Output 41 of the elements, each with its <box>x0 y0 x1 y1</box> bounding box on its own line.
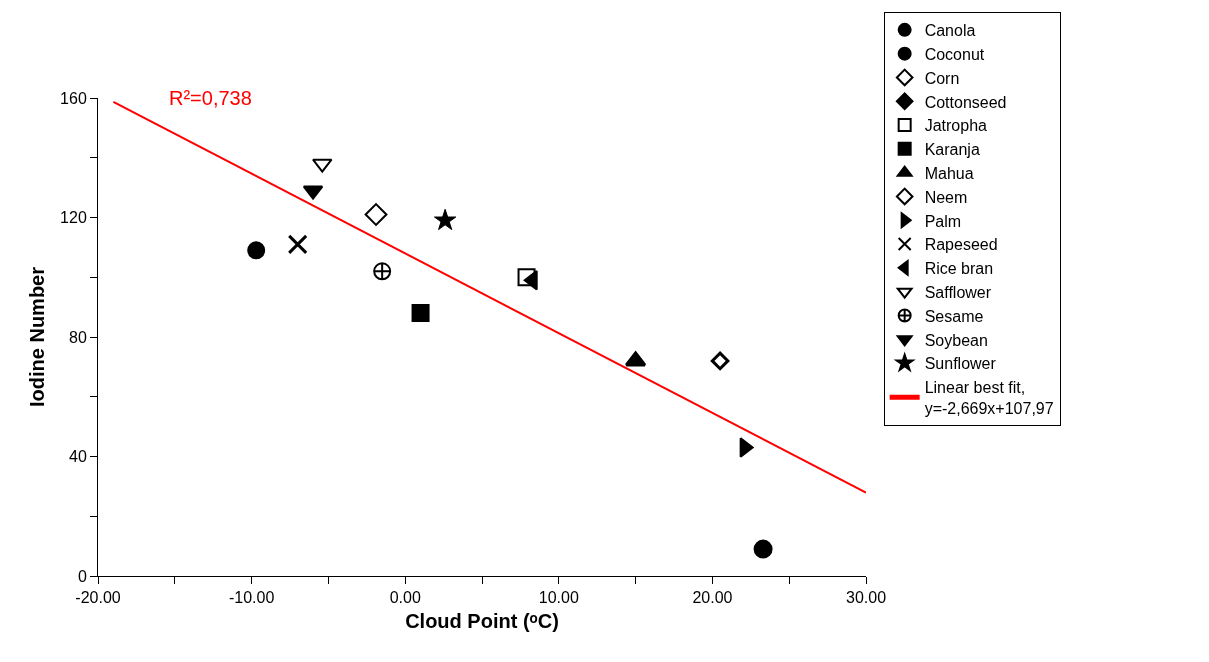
legend-label: Neem <box>924 188 968 206</box>
point <box>710 351 730 371</box>
legend-label: Sesame <box>924 307 984 325</box>
y-axis-title: Iodine Number <box>25 266 48 408</box>
point <box>411 304 430 323</box>
x-tick-label: 10.00 <box>538 589 579 607</box>
point <box>739 437 754 458</box>
y-tick-label: 40 <box>69 448 87 466</box>
legend-label: Coconut <box>924 45 985 63</box>
y-tick-label: 120 <box>60 209 87 227</box>
legend-label: Safflower <box>924 283 992 301</box>
y-tick-label: 0 <box>77 567 87 585</box>
legend-label: Linear best fit, y=-2,669x+107,97 <box>924 379 1054 417</box>
point <box>287 234 308 255</box>
point <box>312 158 333 173</box>
point <box>364 203 388 226</box>
legend-label: Sunflower <box>924 355 997 373</box>
point <box>433 208 457 231</box>
legend-label: Jatropha <box>924 117 988 135</box>
x-tick-label: -20.00 <box>75 589 121 607</box>
annotation: R²=0,738 <box>169 87 252 109</box>
legend-label: Canola <box>924 22 976 40</box>
y-tick-label: 160 <box>60 89 87 107</box>
x-tick-label: 20.00 <box>692 589 733 607</box>
legend-label: Rapeseed <box>924 236 998 254</box>
x-tick-label: 0.00 <box>389 589 421 607</box>
legend-label: Karanja <box>924 141 980 159</box>
legend-label: Cottonseed <box>924 93 1007 111</box>
point <box>373 262 392 281</box>
y-tick-label: 80 <box>69 328 87 346</box>
point <box>247 241 266 260</box>
x-tick-label: 30.00 <box>845 589 887 607</box>
legend-label: Mahua <box>924 164 974 182</box>
legend-label: Palm <box>924 212 962 230</box>
x-axis-title: Cloud Point (ᵒC) <box>405 609 559 632</box>
legend-label: Soybean <box>924 331 988 349</box>
x-tick-label: -10.00 <box>228 589 275 607</box>
point <box>517 268 536 287</box>
point <box>753 539 773 559</box>
legend-label: Corn <box>924 69 960 87</box>
legend-label: Rice bran <box>924 260 994 278</box>
